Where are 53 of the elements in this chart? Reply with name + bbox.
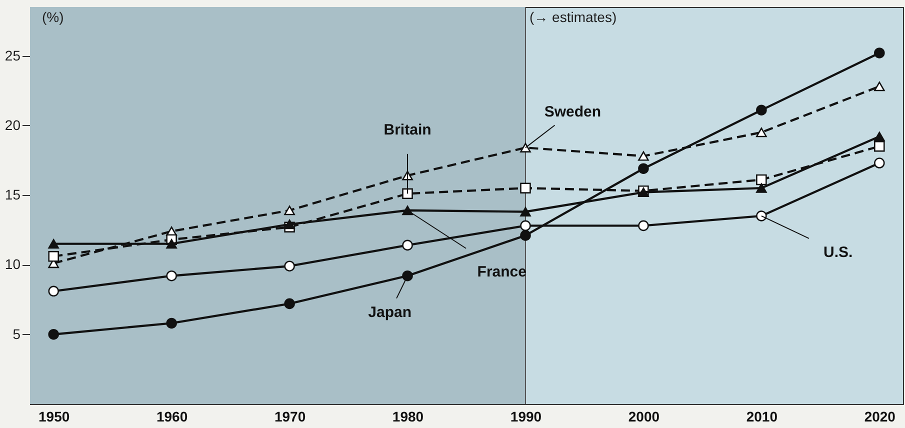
y-tick-label: 5 bbox=[12, 326, 21, 342]
ref-line-label: (→ estimates) bbox=[529, 9, 617, 25]
point bbox=[874, 158, 885, 168]
point bbox=[756, 183, 767, 193]
y-tick-label: 15 bbox=[4, 186, 21, 203]
point bbox=[284, 260, 295, 272]
point bbox=[402, 206, 413, 216]
point bbox=[874, 48, 885, 58]
y-tick-label: 25 bbox=[4, 47, 21, 64]
point bbox=[756, 210, 767, 222]
point bbox=[48, 286, 59, 297]
point bbox=[520, 220, 531, 232]
x-tick-label: 1970 bbox=[274, 408, 306, 424]
y-tick-label: 10 bbox=[4, 256, 21, 272]
point bbox=[166, 318, 177, 329]
x-tick-label: 2020 bbox=[864, 408, 896, 424]
point bbox=[284, 206, 295, 216]
point bbox=[638, 163, 649, 174]
point bbox=[48, 328, 59, 340]
x-tick-label: 2000 bbox=[628, 408, 660, 424]
point bbox=[284, 220, 295, 230]
x-tick-label: 1960 bbox=[156, 408, 188, 424]
point bbox=[284, 298, 295, 310]
y-axis-title: (%) bbox=[42, 9, 64, 25]
y-tick-label: 20 bbox=[4, 116, 21, 133]
point bbox=[166, 239, 177, 249]
point bbox=[402, 188, 413, 200]
point bbox=[166, 270, 177, 282]
point bbox=[874, 140, 885, 152]
x-tick-label: 1980 bbox=[392, 408, 424, 424]
text: Britain bbox=[384, 122, 432, 139]
point bbox=[520, 230, 531, 241]
series-label: Sweden bbox=[544, 103, 602, 120]
point bbox=[638, 220, 649, 232]
point bbox=[520, 142, 531, 152]
point bbox=[756, 174, 767, 186]
x-tick-label: 2010 bbox=[746, 408, 778, 424]
x-tick-label: 1990 bbox=[510, 408, 542, 424]
point bbox=[48, 239, 59, 249]
legend-label: Japan bbox=[368, 304, 412, 322]
point bbox=[520, 182, 531, 194]
point bbox=[402, 270, 413, 282]
point bbox=[756, 128, 767, 138]
text: U.S. bbox=[824, 244, 853, 262]
point bbox=[48, 250, 59, 262]
point bbox=[874, 132, 885, 142]
point bbox=[638, 188, 649, 198]
point bbox=[402, 240, 413, 251]
point bbox=[520, 207, 531, 217]
point bbox=[638, 151, 649, 161]
point bbox=[756, 104, 767, 116]
point bbox=[874, 82, 885, 92]
x-tick-label: 1950 bbox=[38, 408, 70, 424]
